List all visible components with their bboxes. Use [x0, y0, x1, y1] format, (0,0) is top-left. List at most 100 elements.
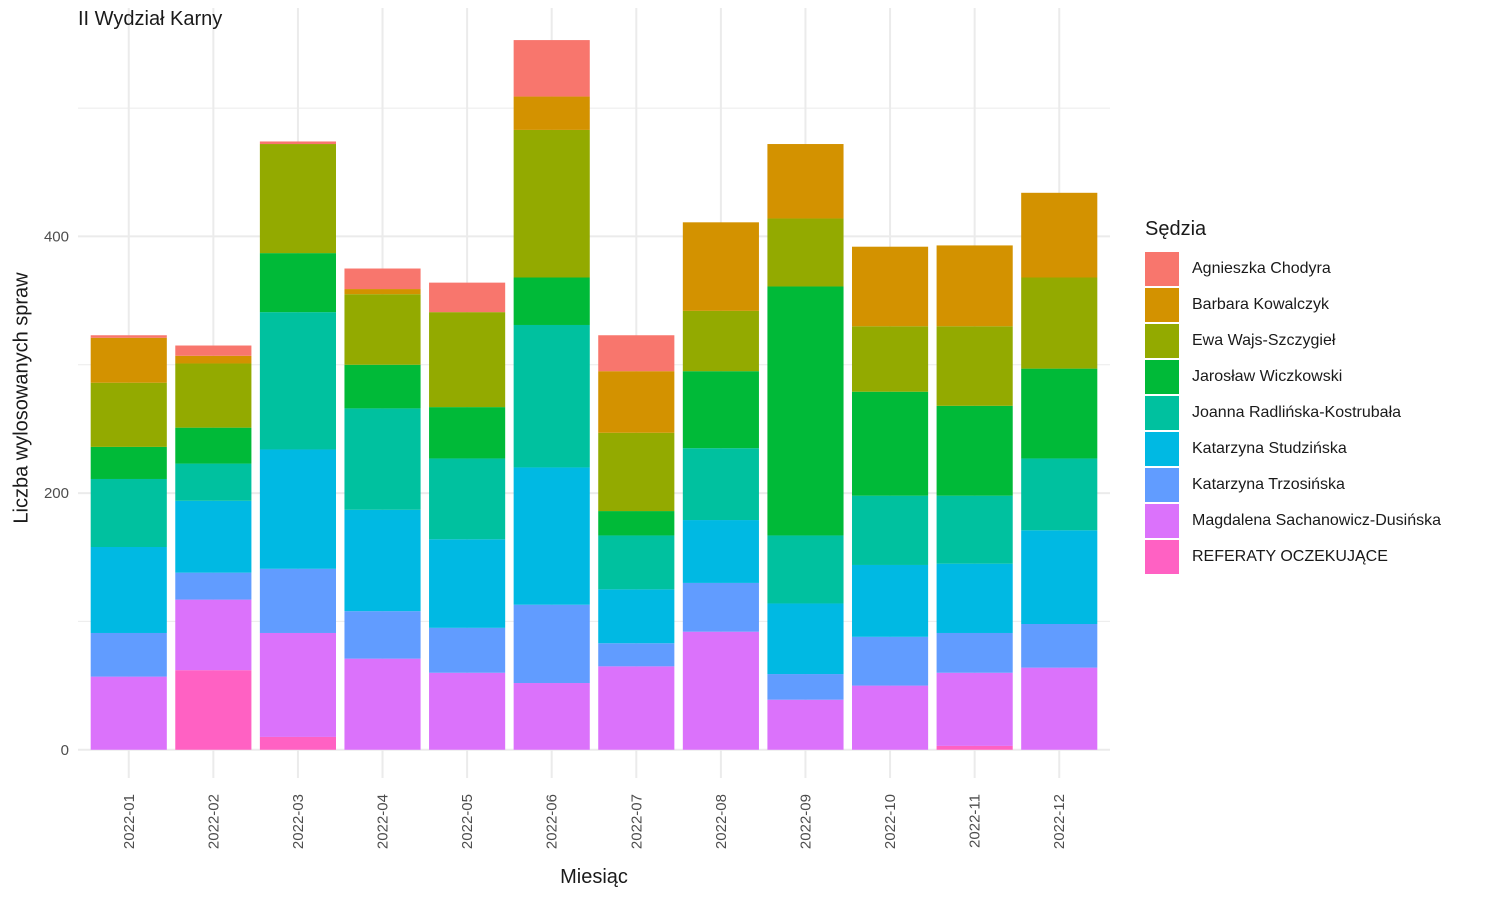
bar-segment: Magdalena Sachanowicz-Dusińska 2022-11: …	[936, 672, 1013, 746]
bar-segment: Agnieszka Chodyra 2022-06: 44	[513, 40, 590, 97]
legend-item: Katarzyna Trzosińska	[1145, 467, 1441, 503]
bar-segment: Katarzyna Trzosińska 2022-12: 34	[1021, 624, 1098, 668]
y-tick-label: 400	[44, 228, 69, 245]
bar-segment: Agnieszka Chodyra 2022-04: 16	[344, 268, 421, 290]
bar-segment: Magdalena Sachanowicz-Dusińska 2022-10: …	[852, 685, 929, 750]
bar-segment: Joanna Radlińska-Kostrubała 2022-04: 79	[344, 408, 421, 510]
bar-segment: Ewa Wajs-Szczygieł 2022-12: 71	[1021, 277, 1098, 369]
bar-segment: Joanna Radlińska-Kostrubała 2022-09: 53	[767, 535, 844, 604]
x-tick-label: 2022-12	[1051, 794, 1068, 849]
bar-segment: Katarzyna Studzińska 2022-04: 79	[344, 509, 421, 612]
bar-segment: Barbara Kowalczyk 2022-09: 58	[767, 144, 844, 219]
bar-segment: REFERATY OCZEKUJĄCE 2022-11: 3	[936, 745, 1013, 750]
bar-segment: Jarosław Wiczkowski 2022-01: 25	[90, 446, 167, 479]
legend-item: REFERATY OCZEKUJĄCE	[1145, 539, 1441, 575]
bar-segment: Ewa Wajs-Szczygieł 2022-08: 47	[682, 310, 759, 372]
x-tick-label: 2022-02	[205, 794, 222, 849]
bar-segment: Barbara Kowalczyk 2022-11: 63	[936, 245, 1013, 327]
legend-label: Jarosław Wiczkowski	[1192, 368, 1343, 385]
bar-segment: Barbara Kowalczyk 2022-01: 35	[90, 337, 167, 383]
legend-color-key	[1145, 432, 1179, 466]
bar-segment: Ewa Wajs-Szczygieł 2022-02: 50	[175, 363, 252, 428]
x-tick-label: 2022-04	[375, 794, 392, 849]
bar-segment: Agnieszka Chodyra 2022-07: 28	[598, 335, 675, 372]
legend-item: Joanna Radlińska-Kostrubała	[1145, 395, 1441, 431]
legend-color-key	[1145, 540, 1179, 574]
y-axis-label: Liczba wylosowanych spraw	[10, 272, 33, 524]
legend-color-key	[1145, 396, 1179, 430]
legend: Sędzia Agnieszka Chodyra Barbara Kowalczy…	[1145, 218, 1441, 575]
bar-segment: Ewa Wajs-Szczygieł 2022-04: 55	[344, 294, 421, 365]
bar-segment: Joanna Radlińska-Kostrubała 2022-08: 56	[682, 448, 759, 521]
x-tick-label: 2022-01	[121, 794, 138, 849]
bar-segment: Katarzyna Trzosińska 2022-11: 31	[936, 632, 1013, 673]
bar-segment: Magdalena Sachanowicz-Dusińska 2022-05: …	[429, 672, 506, 750]
x-tick-label: 2022-06	[544, 794, 561, 849]
bar-segment: Agnieszka Chodyra 2022-05: 23	[429, 282, 506, 313]
legend-label: Katarzyna Trzosińska	[1192, 476, 1345, 493]
bar-segment: Barbara Kowalczyk 2022-10: 62	[852, 246, 929, 327]
bar-segment: Jarosław Wiczkowski 2022-05: 40	[429, 407, 506, 459]
bar-segment: Katarzyna Trzosińska 2022-09: 20	[767, 674, 844, 700]
bar-segment: Ewa Wajs-Szczygieł 2022-03: 85	[259, 144, 336, 254]
y-tick-labels: 0 200 400	[44, 228, 69, 758]
bar-segment: Katarzyna Studzińska 2022-11: 54	[936, 563, 1013, 633]
legend-color-key	[1145, 324, 1179, 358]
legend-item: Agnieszka Chodyra	[1145, 251, 1441, 287]
legend-label: Katarzyna Studzińska	[1192, 440, 1347, 457]
bar-segment: Ewa Wajs-Szczygieł 2022-10: 51	[852, 326, 929, 392]
bar-segment: Joanna Radlińska-Kostrubała 2022-01: 53	[90, 478, 167, 547]
bar-segment: Ewa Wajs-Szczygieł 2022-05: 74	[429, 312, 506, 408]
legend-label: Ewa Wajs-Szczygieł	[1192, 332, 1336, 349]
x-axis-label: Miesiąc	[560, 866, 628, 888]
x-tick-labels: 2022-01 2022-02 2022-03 2022-04 2022-05 2022-…	[121, 794, 1068, 849]
legend-color-key	[1145, 288, 1179, 322]
bar-segment: Ewa Wajs-Szczygieł 2022-06: 115	[513, 129, 590, 278]
bar-segment: Magdalena Sachanowicz-Dusińska 2022-09: …	[767, 699, 844, 750]
bar-segment: Joanna Radlińska-Kostrubała 2022-05: 63	[429, 458, 506, 540]
legend-color-key	[1145, 504, 1179, 538]
y-tick-label: 200	[44, 485, 69, 502]
bar-segment: Barbara Kowalczyk 2022-06: 26	[513, 96, 590, 130]
bar-segment: Katarzyna Studzińska 2022-06: 107	[513, 467, 590, 605]
bar-segment: Joanna Radlińska-Kostrubała 2022-03: 107	[259, 312, 336, 450]
bar-segment: Katarzyna Studzińska 2022-12: 73	[1021, 530, 1098, 624]
legend-label: Magdalena Sachanowicz-Dusińska	[1192, 512, 1442, 529]
legend-item: Ewa Wajs-Szczygieł	[1145, 323, 1441, 359]
bar-segment: Magdalena Sachanowicz-Dusińska 2022-07: …	[598, 666, 675, 750]
bar-segment: Barbara Kowalczyk 2022-07: 48	[598, 371, 675, 433]
bar-segment: Jarosław Wiczkowski 2022-10: 81	[852, 391, 929, 496]
bar-segment: Katarzyna Studzińska 2022-03: 93	[259, 449, 336, 569]
bar-segment: Barbara Kowalczyk 2022-02: 6	[175, 355, 252, 364]
legend-item: Magdalena Sachanowicz-Dusińska	[1145, 503, 1441, 539]
bar-segment: Joanna Radlińska-Kostrubała 2022-07: 42	[598, 535, 675, 590]
bar-segment: Katarzyna Trzosińska 2022-03: 50	[259, 568, 336, 633]
bar-segment: REFERATY OCZEKUJĄCE 2022-03: 10	[259, 736, 336, 750]
x-tick-label: 2022-05	[459, 794, 476, 849]
bar-segment: Magdalena Sachanowicz-Dusińska 2022-02: …	[175, 599, 252, 671]
legend-item: Jarosław Wiczkowski	[1145, 359, 1441, 395]
bar-segment: Katarzyna Studzińska 2022-08: 49	[682, 520, 759, 583]
bar-segment: Barbara Kowalczyk 2022-04: 4	[344, 289, 421, 295]
bar-segment: Joanna Radlińska-Kostrubała 2022-02: 29	[175, 463, 252, 501]
bar-segment: Jarosław Wiczkowski 2022-08: 60	[682, 371, 759, 449]
bar-segment: Joanna Radlińska-Kostrubała 2022-11: 53	[936, 495, 1013, 564]
bar-segment: Joanna Radlińska-Kostrubała 2022-06: 111	[513, 324, 590, 468]
legend-title: Sędzia	[1145, 218, 1207, 240]
bar-segment: Katarzyna Studzińska 2022-02: 56	[175, 500, 252, 573]
x-tick-label: 2022-09	[797, 794, 814, 849]
chart-title: II Wydział Karny	[78, 8, 223, 30]
bar-segment: Jarosław Wiczkowski 2022-04: 34	[344, 364, 421, 409]
bar-segment: Jarosław Wiczkowski 2022-02: 28	[175, 427, 252, 464]
bar-segment: Katarzyna Studzińska 2022-01: 67	[90, 547, 167, 633]
bar-segment: Ewa Wajs-Szczygieł 2022-01: 50	[90, 382, 167, 447]
bar-segment: Jarosław Wiczkowski 2022-11: 70	[936, 405, 1013, 496]
x-tick-label: 2022-07	[628, 794, 645, 849]
bar-segment: Jarosław Wiczkowski 2022-07: 19	[598, 511, 675, 536]
bar-segment: Ewa Wajs-Szczygieł 2022-07: 61	[598, 432, 675, 512]
bar-segment: Joanna Radlińska-Kostrubała 2022-10: 54	[852, 495, 929, 565]
bar-segment: Jarosław Wiczkowski 2022-06: 37	[513, 277, 590, 325]
bar-segment: Magdalena Sachanowicz-Dusińska 2022-08: …	[682, 631, 759, 750]
bar-segment: Katarzyna Trzosińska 2022-10: 38	[852, 636, 929, 686]
bar-segment: Jarosław Wiczkowski 2022-12: 70	[1021, 368, 1098, 459]
